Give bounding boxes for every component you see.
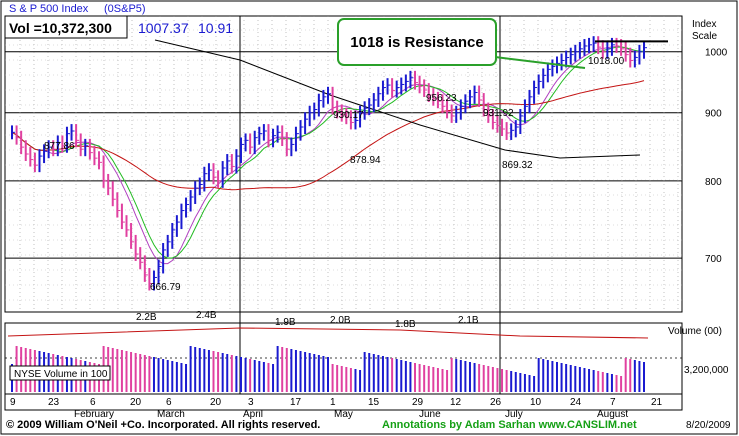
x-month-february: February	[74, 409, 114, 420]
index-symbol: (0S&P5)	[104, 3, 146, 15]
volume-scale-tick: 3,200,000	[684, 365, 729, 376]
x-day-tick: 6	[90, 397, 96, 408]
price-change: 10.91	[198, 20, 233, 36]
volume-legend: NYSE Volume in 100	[14, 369, 108, 380]
x-day-tick: 3	[248, 397, 254, 408]
x-day-tick: 6	[166, 397, 172, 408]
volume-annotation-2.1B: 2.1B	[458, 315, 479, 326]
volume-scale-title: Volume (00)	[668, 326, 722, 337]
volume-annotation-2.0B: 2.0B	[330, 315, 351, 326]
annotation-869.32: 869.32	[502, 160, 533, 171]
index-name: S & P 500 Index	[9, 3, 89, 15]
header-box	[4, 15, 128, 39]
annotation-930.17: 930.17	[333, 110, 364, 121]
annotation-931.92: 931.92	[483, 108, 514, 119]
volume-annotations: 2.2B 2.4B 1.9B 2.0B 1.8B 2.1B	[136, 310, 479, 330]
price-tick-1000: 1000	[705, 48, 728, 59]
price-panel	[4, 15, 683, 313]
x-month-august: August	[597, 409, 628, 420]
footer-date: 8/20/2009	[686, 420, 731, 431]
x-month-march: March	[157, 409, 185, 420]
x-day-tick: 17	[290, 397, 302, 408]
annotation-1018.00: 1018.00	[588, 56, 625, 67]
annotation-878.94: 878.94	[350, 155, 381, 166]
price-tick-800: 800	[705, 177, 722, 188]
footer-annotation: Annotations by Adam Sarhan www.CANSLIM.n…	[382, 419, 637, 431]
callout-box	[337, 18, 497, 66]
x-day-tick: 20	[130, 397, 142, 408]
x-day-tick: 12	[450, 397, 462, 408]
ma-line-green	[11, 46, 645, 259]
ma-line-black	[154, 39, 641, 159]
annotation-877.86: 877.86	[44, 141, 75, 152]
moving-averages	[11, 39, 645, 265]
x-day-tick: 21	[651, 397, 663, 408]
price-tick-900: 900	[705, 109, 722, 120]
x-month-june: June	[419, 409, 441, 420]
x-day-tick: 23	[48, 397, 60, 408]
price-tick-700: 700	[705, 254, 722, 265]
ma-line-short-thin	[11, 45, 645, 265]
volume-annotation-2.4B: 2.4B	[196, 310, 217, 321]
volume-annotation-1.8B: 1.8B	[395, 319, 416, 330]
x-day-tick: 9	[10, 397, 16, 408]
x-month-april: April	[243, 409, 263, 420]
scale-title-line2: Scale	[692, 31, 717, 42]
callout-pointer	[494, 56, 586, 69]
x-day-tick: 20	[210, 397, 222, 408]
x-day-tick: 15	[368, 397, 380, 408]
price-bars	[11, 36, 647, 291]
ma-line-red	[11, 80, 645, 191]
volume-legend-box	[9, 365, 111, 381]
volume-ma-line	[7, 327, 649, 339]
annotation-666.79: 666.79	[150, 282, 181, 293]
x-day-tick: 1	[330, 397, 336, 408]
callout-text: 1018 is Resistance	[350, 34, 483, 51]
x-day-tick: 29	[412, 397, 424, 408]
x-day-tick: 7	[610, 397, 616, 408]
date-axis	[4, 393, 683, 411]
x-day-tick: 10	[530, 397, 542, 408]
x-day-tick: 24	[570, 397, 582, 408]
price-annotations: 877.86 666.79 930.17 878.94 956.23 931.92 869.…	[44, 56, 625, 293]
volume-readout: Vol =10,372,300	[9, 20, 112, 36]
x-month-july: July	[505, 409, 523, 420]
footer-copyright: © 2009 William O'Neil +Co. Incorporated.…	[6, 419, 320, 431]
last-price: 1007.37	[138, 20, 189, 36]
x-month-may: May	[334, 409, 353, 420]
price-axis-ticks: 700 800 900 1000	[705, 48, 728, 265]
annotation-956.23: 956.23	[426, 93, 457, 104]
volume-annotation-2.2B: 2.2B	[136, 312, 157, 323]
scale-title-line1: Index	[692, 19, 716, 30]
volume-annotation-1.9B: 1.9B	[275, 317, 296, 328]
x-axis-labels: 9 23 6 20 6 20 3 17 1 15 29 12 26 10 24 7 21 February Marc…	[10, 397, 663, 420]
gridlines	[5, 16, 682, 394]
x-day-tick: 26	[490, 397, 502, 408]
